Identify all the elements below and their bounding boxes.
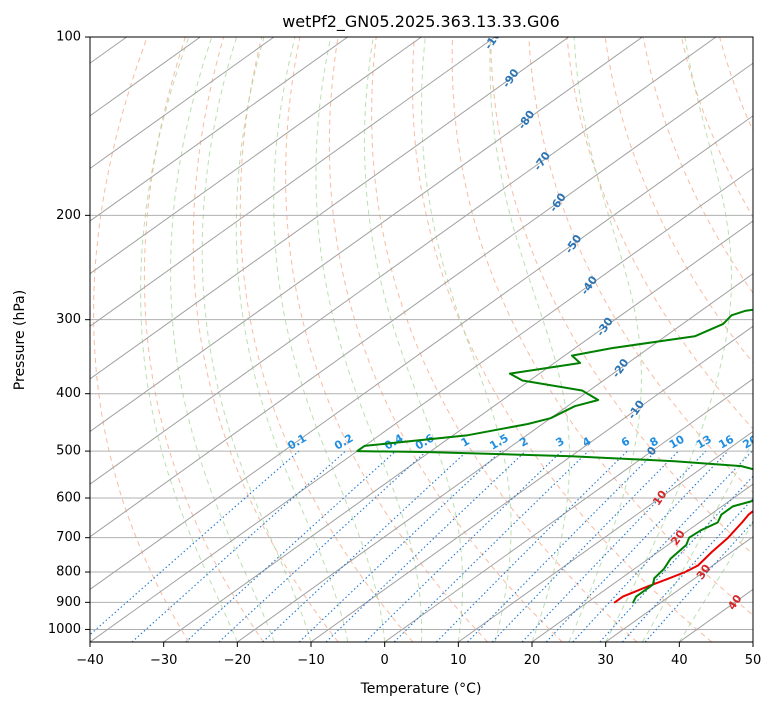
isotherm-line [163,220,753,642]
mixing-ratio-line [491,450,679,642]
y-tick-label: 300 [56,312,81,327]
dry-adiabat [328,37,563,642]
y-tick-label: 500 [56,444,81,459]
y-tick-label: 200 [56,208,81,223]
isotherm-line [90,115,753,590]
moist-adiabat [568,37,642,642]
background-lines [90,37,753,642]
x-tick-label: 30 [597,653,614,668]
y-tick-label: 800 [56,565,81,580]
x-tick-label: 50 [745,653,762,668]
dry-adiabat [192,37,339,642]
moist-adiabat [201,37,312,642]
isotherm-line [90,37,496,327]
x-tick-label: 0 [381,653,389,668]
mixing-ratio-line [436,450,628,642]
y-tick-label: 900 [56,595,81,610]
profiles [356,308,753,604]
isotherm-line [90,37,348,222]
moist-adiabat [489,37,571,642]
temperature-profile [613,509,753,604]
mixing-ratio-line [298,450,502,642]
mixing-ratio-line [521,450,707,642]
isotherm-line [90,62,753,538]
isotherm-line [90,167,753,642]
moist-adiabat [605,37,732,642]
isotherm-line [310,325,753,642]
moist-adiabat [140,37,238,642]
x-tick-label: 10 [450,653,467,668]
moist-adiabat [363,37,464,642]
isotherm-line [90,37,275,170]
isotherm-line [458,430,753,642]
dewpoint-profile [356,308,753,604]
y-tick-label: 1000 [48,622,81,637]
x-tick-label: −40 [76,653,103,668]
x-axis-title: Temperature (°C) [360,681,482,697]
isotherm-line [90,37,569,380]
dry-adiabat [412,37,713,642]
dry-adiabat [680,37,753,219]
plot-frame [89,36,754,643]
isotherm-line [90,37,422,275]
chart-title: wetPf2_GN05.2025.363.13.33.G06 [282,12,560,32]
moist-adiabat [642,439,753,642]
isotherm-line [384,378,753,642]
mixing-ratio-line [131,450,346,642]
y-tick-label: 100 [56,30,81,45]
dry-adiabat [451,37,753,616]
dry-adiabat [285,37,488,642]
mixing-ratio-line [467,450,657,642]
mixing-ratio-line [325,450,526,642]
y-tick-label: 700 [56,530,81,545]
moist-adiabat [170,37,275,642]
dry-adiabat [143,37,264,642]
moist-adiabat [678,521,753,642]
isotherm-line [531,483,753,642]
x-tick-label: −20 [224,653,251,668]
x-tick-label: −30 [150,653,177,668]
isotherm-line [605,536,753,642]
y-tick-label: 600 [56,491,81,506]
mixing-ratio-line [545,450,729,642]
dry-adiabat [239,37,414,642]
x-tick-label: 40 [671,653,688,668]
dry-adiabat [93,37,190,642]
x-tick-label: 20 [524,653,541,668]
mixing-ratio-line [621,497,753,642]
dry-adiabat [604,37,753,364]
y-axis-title: Pressure (hPa) [12,290,28,390]
mixing-ratio-line [599,475,753,642]
moist-adiabat [235,37,349,642]
axes: −40 −30 −20 −10 0 10 20 30 40 50 100 200 300 400 500 60… [48,30,761,669]
isotherm-line [90,37,717,485]
dry-adiabat [528,37,753,494]
x-tick-label: −10 [297,653,324,668]
isotherm-line [237,273,753,642]
mixing-ratio-line [393,450,589,642]
dry-adiabat [371,37,638,642]
isotherm-line [90,37,643,433]
mixing-ratio-line [644,521,753,642]
y-tick-label: 400 [56,386,81,401]
